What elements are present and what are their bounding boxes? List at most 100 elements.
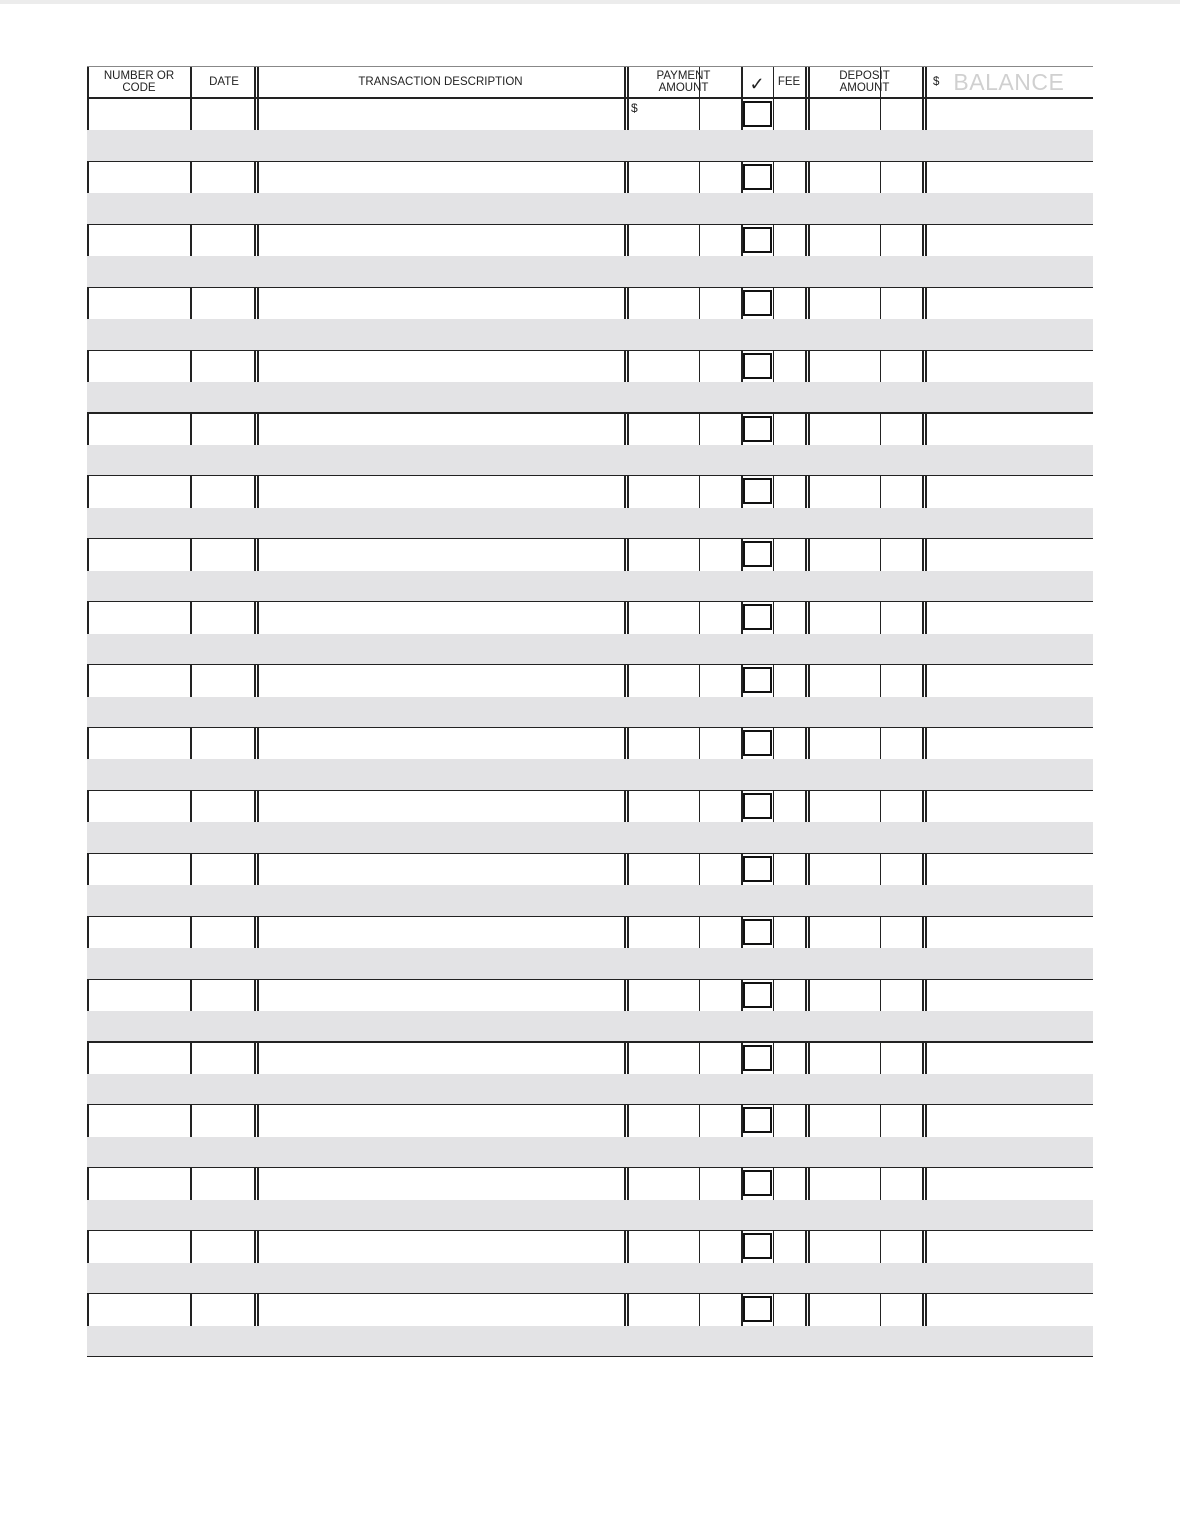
balance-cell[interactable] — [927, 791, 1093, 852]
fee-cell[interactable] — [774, 539, 805, 600]
fee-cell[interactable] — [774, 99, 805, 160]
description-cell[interactable] — [259, 728, 624, 789]
date-cell[interactable] — [192, 414, 254, 475]
payment-amount-cell[interactable] — [629, 665, 741, 726]
number-or-code-cell[interactable] — [89, 476, 190, 537]
cleared-checkbox[interactable] — [743, 792, 772, 819]
cleared-checkbox[interactable] — [743, 541, 772, 568]
description-cell[interactable] — [259, 854, 624, 915]
deposit-amount-cell[interactable] — [810, 728, 922, 789]
fee-cell[interactable] — [774, 1168, 805, 1229]
number-or-code-cell[interactable] — [89, 414, 190, 475]
number-or-code-cell[interactable] — [89, 728, 190, 789]
balance-cell[interactable] — [927, 1231, 1093, 1292]
description-cell[interactable] — [259, 99, 624, 160]
fee-cell[interactable] — [774, 980, 805, 1041]
fee-cell[interactable] — [774, 854, 805, 915]
balance-cell[interactable] — [927, 476, 1093, 537]
date-cell[interactable] — [192, 351, 254, 412]
deposit-amount-cell[interactable] — [810, 791, 922, 852]
description-cell[interactable] — [259, 162, 624, 223]
balance-cell[interactable] — [927, 602, 1093, 663]
date-cell[interactable] — [192, 1105, 254, 1166]
date-cell[interactable] — [192, 476, 254, 537]
description-cell[interactable] — [259, 1168, 624, 1229]
deposit-amount-cell[interactable] — [810, 99, 922, 160]
deposit-amount-cell[interactable] — [810, 1105, 922, 1166]
balance-cell[interactable] — [927, 728, 1093, 789]
number-or-code-cell[interactable] — [89, 225, 190, 286]
fee-cell[interactable] — [774, 602, 805, 663]
description-cell[interactable] — [259, 1294, 624, 1355]
payment-amount-cell[interactable] — [629, 1231, 741, 1292]
deposit-amount-cell[interactable] — [810, 665, 922, 726]
number-or-code-cell[interactable] — [89, 1168, 190, 1229]
deposit-amount-cell[interactable] — [810, 162, 922, 223]
cleared-checkbox[interactable] — [743, 101, 772, 127]
number-or-code-cell[interactable] — [89, 288, 190, 349]
date-cell[interactable] — [192, 288, 254, 349]
date-cell[interactable] — [192, 665, 254, 726]
deposit-amount-cell[interactable] — [810, 414, 922, 475]
date-cell[interactable] — [192, 1294, 254, 1355]
deposit-amount-cell[interactable] — [810, 980, 922, 1041]
number-or-code-cell[interactable] — [89, 1231, 190, 1292]
balance-cell[interactable] — [927, 854, 1093, 915]
description-cell[interactable] — [259, 665, 624, 726]
cleared-checkbox[interactable] — [743, 1296, 772, 1323]
balance-cell[interactable] — [927, 1105, 1093, 1166]
payment-amount-cell[interactable] — [629, 602, 741, 663]
payment-amount-cell[interactable] — [629, 1168, 741, 1229]
cleared-checkbox[interactable] — [743, 855, 772, 882]
cleared-checkbox[interactable] — [743, 730, 772, 756]
date-cell[interactable] — [192, 99, 254, 160]
balance-cell[interactable] — [927, 351, 1093, 412]
payment-amount-cell[interactable] — [629, 854, 741, 915]
fee-cell[interactable] — [774, 414, 805, 475]
balance-cell[interactable] — [927, 917, 1093, 978]
fee-cell[interactable] — [774, 225, 805, 286]
payment-amount-cell[interactable] — [629, 99, 741, 160]
number-or-code-cell[interactable] — [89, 1105, 190, 1166]
date-cell[interactable] — [192, 602, 254, 663]
balance-cell[interactable] — [927, 225, 1093, 286]
payment-amount-cell[interactable] — [629, 1043, 741, 1104]
payment-amount-cell[interactable] — [629, 162, 741, 223]
fee-cell[interactable] — [774, 1294, 805, 1355]
balance-cell[interactable] — [927, 99, 1093, 160]
payment-amount-cell[interactable] — [629, 980, 741, 1041]
number-or-code-cell[interactable] — [89, 917, 190, 978]
fee-cell[interactable] — [774, 728, 805, 789]
date-cell[interactable] — [192, 1231, 254, 1292]
date-cell[interactable] — [192, 791, 254, 852]
cleared-checkbox[interactable] — [743, 478, 772, 505]
date-cell[interactable] — [192, 728, 254, 789]
payment-amount-cell[interactable] — [629, 414, 741, 475]
deposit-amount-cell[interactable] — [810, 1043, 922, 1104]
payment-amount-cell[interactable] — [629, 1294, 741, 1355]
deposit-amount-cell[interactable] — [810, 539, 922, 600]
fee-cell[interactable] — [774, 162, 805, 223]
date-cell[interactable] — [192, 539, 254, 600]
payment-amount-cell[interactable] — [629, 1105, 741, 1166]
fee-cell[interactable] — [774, 351, 805, 412]
description-cell[interactable] — [259, 602, 624, 663]
payment-amount-cell[interactable] — [629, 539, 741, 600]
cleared-checkbox[interactable] — [743, 981, 772, 1008]
number-or-code-cell[interactable] — [89, 980, 190, 1041]
deposit-amount-cell[interactable] — [810, 1231, 922, 1292]
number-or-code-cell[interactable] — [89, 1294, 190, 1355]
cleared-checkbox[interactable] — [743, 163, 772, 190]
description-cell[interactable] — [259, 1231, 624, 1292]
balance-cell[interactable] — [927, 414, 1093, 475]
balance-cell[interactable] — [927, 665, 1093, 726]
payment-amount-cell[interactable] — [629, 728, 741, 789]
date-cell[interactable] — [192, 917, 254, 978]
date-cell[interactable] — [192, 1043, 254, 1104]
number-or-code-cell[interactable] — [89, 539, 190, 600]
fee-cell[interactable] — [774, 1231, 805, 1292]
balance-cell[interactable] — [927, 1168, 1093, 1229]
balance-cell[interactable] — [927, 1294, 1093, 1355]
payment-amount-cell[interactable] — [629, 476, 741, 537]
cleared-checkbox[interactable] — [743, 667, 772, 694]
